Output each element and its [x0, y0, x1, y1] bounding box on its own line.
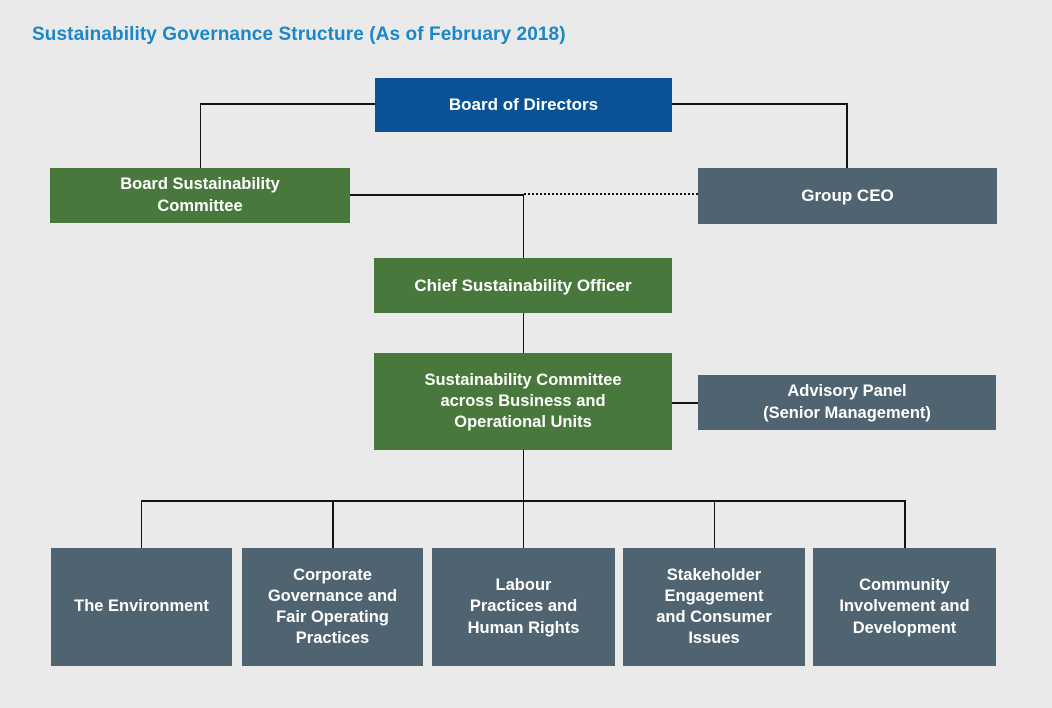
connector-board-to-committee-vertical [199, 103, 201, 168]
node-board-of-directors-label: Board of Directors [448, 95, 599, 115]
node-board-sustainability-committee: Board Sustainability Committee [50, 168, 350, 223]
node-group-ceo-label: Group CEO [801, 186, 894, 206]
connector-committee-to-advisory-panel [672, 402, 698, 404]
node-board-sustainability-committee-label: Board Sustainability Committee [120, 175, 280, 215]
node-sustainability-committee: Sustainability Committee across Business… [374, 353, 672, 450]
connector-drop-labour-practices [522, 500, 524, 548]
node-stakeholder-engagement: Stakeholder Engagement and Consumer Issu… [623, 548, 805, 666]
node-sustainability-committee-label: Sustainability Committee across Business… [424, 370, 622, 432]
connector-drop-stakeholder-engagement [713, 500, 715, 548]
node-corporate-governance: Corporate Governance and Fair Operating … [242, 548, 423, 666]
node-group-ceo: Group CEO [698, 168, 997, 224]
node-board-of-directors: Board of Directors [375, 78, 672, 132]
node-the-environment-label: The Environment [74, 597, 209, 616]
node-chief-sustainability-officer: Chief Sustainability Officer [374, 258, 672, 313]
connector-cso-to-sustainability-committee [522, 313, 524, 353]
connector-center-to-cso-vertical [522, 194, 524, 258]
connector-drop-corporate-governance [332, 500, 334, 548]
node-the-environment: The Environment [51, 548, 232, 666]
connector-board-to-ceo-horizontal [672, 103, 847, 105]
connector-drop-environment [140, 500, 142, 548]
connector-center-to-ceo-dotted [524, 193, 698, 195]
connector-board-to-ceo-vertical [846, 103, 848, 168]
connector-board-to-committee-horizontal [200, 103, 376, 105]
node-labour-practices-label: Labour Practices and Human Rights [467, 576, 580, 637]
node-community-involvement-label: Community Involvement and Development [839, 576, 970, 637]
connector-drop-community-involvement [904, 500, 906, 548]
node-advisory-panel-label: Advisory Panel (Senior Management) [763, 382, 931, 422]
connector-committee-to-distribution [522, 450, 524, 500]
node-advisory-panel: Advisory Panel (Senior Management) [698, 375, 996, 430]
chart-title: Sustainability Governance Structure (As … [32, 24, 566, 45]
node-stakeholder-engagement-label: Stakeholder Engagement and Consumer Issu… [656, 565, 772, 648]
connector-committee-to-center-horizontal [350, 194, 524, 196]
node-community-involvement: Community Involvement and Development [813, 548, 996, 666]
node-corporate-governance-label: Corporate Governance and Fair Operating … [267, 565, 398, 648]
node-chief-sustainability-officer-label: Chief Sustainability Officer [414, 275, 632, 295]
node-labour-practices: Labour Practices and Human Rights [432, 548, 615, 666]
